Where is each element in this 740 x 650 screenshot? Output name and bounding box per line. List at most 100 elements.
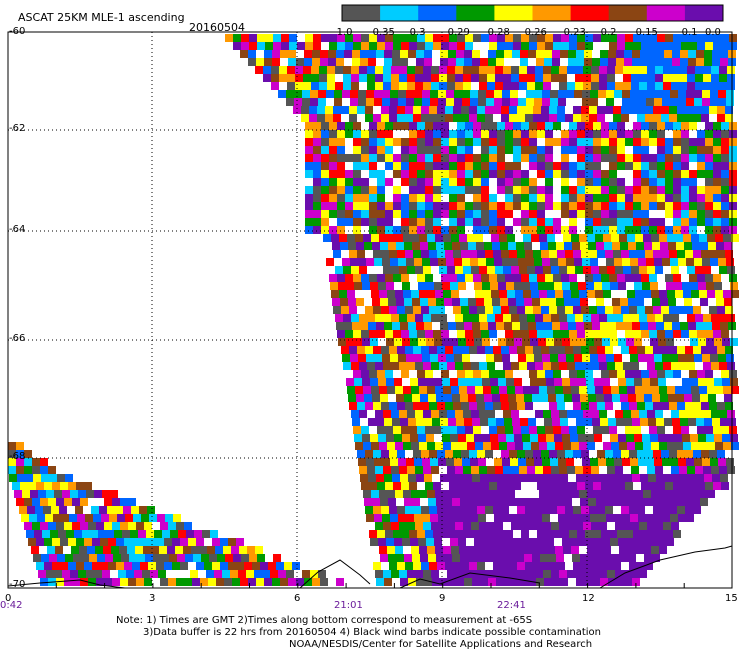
swath-cell — [673, 178, 681, 186]
swath-cell — [604, 394, 612, 402]
swath-cell — [560, 58, 568, 66]
swath-cell — [661, 450, 669, 458]
swath-cell — [617, 122, 625, 130]
swath-cell — [413, 402, 421, 410]
swath-cell — [693, 346, 701, 354]
swath-cell — [461, 346, 469, 354]
swath-cell — [326, 98, 334, 106]
swath-cell — [516, 242, 524, 250]
swath-cell — [527, 522, 535, 530]
swath-cell — [401, 194, 409, 202]
swath-cell — [668, 498, 676, 506]
swath-cell — [721, 370, 729, 378]
swath-cell — [627, 290, 635, 298]
swath-cell — [370, 434, 378, 442]
swath-cell — [511, 74, 519, 82]
swath-cell — [720, 474, 728, 482]
swath-cell — [505, 122, 513, 130]
swath-cell — [613, 450, 621, 458]
swath-cell — [557, 346, 565, 354]
swath-cell — [419, 442, 427, 450]
swath-cell — [584, 578, 592, 586]
swath-cell — [424, 58, 432, 66]
swath-cell — [671, 410, 679, 418]
swath-cell — [596, 498, 604, 506]
swath-cell — [98, 530, 106, 538]
swath-cell — [398, 258, 406, 266]
swath-cell — [445, 106, 453, 114]
swath-cell — [585, 482, 593, 490]
swath-cell — [513, 226, 521, 234]
swath-cell — [329, 170, 337, 178]
swath-cell — [673, 370, 681, 378]
swath-cell — [544, 322, 552, 330]
swath-cell — [625, 34, 633, 42]
swath-cell — [616, 322, 624, 330]
swath-cell — [512, 50, 520, 58]
swath-cell — [345, 162, 353, 170]
swath-cell — [676, 394, 684, 402]
swath-cell — [573, 402, 581, 410]
swath-cell — [319, 74, 327, 82]
swath-cell — [523, 386, 531, 394]
swath-cell — [375, 410, 383, 418]
swath-cell — [389, 346, 397, 354]
swath-cell — [588, 498, 596, 506]
swath-cell — [649, 426, 657, 434]
swath-cell — [354, 282, 362, 290]
swath-cell — [405, 450, 413, 458]
swath-cell — [589, 450, 597, 458]
swath-cell — [399, 522, 407, 530]
swath-cell — [295, 82, 303, 90]
swath-cell — [633, 426, 641, 434]
swath-cell — [509, 562, 517, 570]
swath-cell — [531, 234, 539, 242]
swath-cell — [577, 122, 585, 130]
swath-cell — [389, 506, 397, 514]
swath-cell — [729, 146, 737, 154]
swath-cell — [361, 186, 369, 194]
swath-cell — [457, 530, 465, 538]
swath-cell — [665, 194, 673, 202]
swath-cell — [319, 82, 327, 90]
swath-cell — [449, 130, 457, 138]
swath-cell — [441, 210, 449, 218]
swath-cell — [82, 530, 90, 538]
swath-cell — [583, 314, 591, 322]
swath-cell — [617, 274, 625, 282]
swath-cell — [550, 514, 558, 522]
swath-cell — [378, 282, 386, 290]
swath-cell — [445, 450, 453, 458]
swath-cell — [345, 138, 353, 146]
swath-cell — [288, 58, 296, 66]
swath-cell — [668, 298, 676, 306]
swath-cell — [131, 506, 139, 514]
swath-cell — [505, 178, 513, 186]
swath-cell — [484, 298, 492, 306]
swath-cell — [691, 442, 699, 450]
swath-cell — [465, 330, 473, 338]
swath-cell — [665, 186, 673, 194]
swath-cell — [583, 66, 591, 74]
swath-cell — [425, 274, 433, 282]
swath-cell — [400, 322, 408, 330]
swath-cell — [351, 314, 359, 322]
swath-cell — [528, 322, 536, 330]
swath-cell — [377, 146, 385, 154]
swath-cell — [601, 370, 609, 378]
swath-cell — [305, 210, 313, 218]
swath-cell — [557, 450, 565, 458]
swath-cell — [686, 514, 694, 522]
swath-cell — [639, 466, 647, 474]
swath-cell — [43, 506, 51, 514]
swath-cell — [366, 354, 374, 362]
swath-cell — [657, 170, 665, 178]
swath-cell — [288, 578, 296, 586]
swath-cell — [449, 178, 457, 186]
swath-cell — [517, 506, 525, 514]
swath-cell — [434, 434, 442, 442]
swath-cell — [415, 314, 423, 322]
swath-cell — [573, 346, 581, 354]
swath-cell — [391, 266, 399, 274]
swath-cell — [353, 130, 361, 138]
